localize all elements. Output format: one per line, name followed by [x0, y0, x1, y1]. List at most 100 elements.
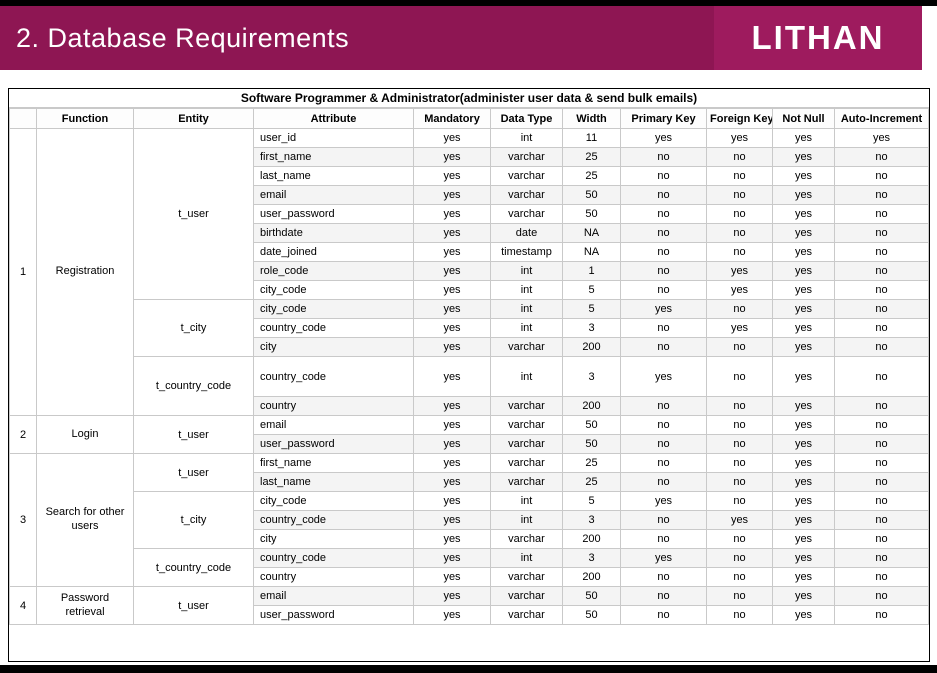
value-cell: no — [706, 491, 773, 511]
value-cell: no — [834, 204, 929, 224]
function-cell: Search for other users — [36, 453, 134, 587]
value-cell: 200 — [562, 337, 621, 357]
value-cell: 5 — [562, 280, 621, 300]
attribute-cell: country_code — [253, 356, 414, 397]
value-cell: no — [706, 147, 773, 167]
attribute-cell: date_joined — [253, 242, 414, 262]
value-cell: yes — [772, 280, 835, 300]
value-cell: no — [620, 147, 707, 167]
value-cell: no — [706, 472, 773, 492]
value-cell: no — [834, 356, 929, 397]
value-cell: NA — [562, 242, 621, 262]
entity-cell: t_user — [133, 586, 254, 625]
value-cell: 50 — [562, 415, 621, 435]
value-cell: yes — [413, 261, 491, 281]
value-cell: yes — [413, 491, 491, 511]
attribute-cell: city — [253, 337, 414, 357]
function-cell: Registration — [36, 128, 134, 416]
table-row: 3 Search for other users t_user first_name y… — [9, 453, 929, 587]
value-cell: no — [706, 299, 773, 319]
value-cell: varchar — [490, 147, 563, 167]
value-cell: no — [620, 567, 707, 587]
value-cell: no — [620, 453, 707, 473]
value-cell: no — [620, 261, 707, 281]
value-cell: varchar — [490, 337, 563, 357]
value-cell: no — [620, 396, 707, 416]
value-cell: varchar — [490, 204, 563, 224]
value-cell: int — [490, 491, 563, 511]
column-header: Function — [36, 108, 134, 129]
value-cell: yes — [772, 605, 835, 625]
attribute-cell: email — [253, 415, 414, 435]
row-number-cell: 3 — [9, 453, 37, 587]
value-cell: yes — [413, 415, 491, 435]
value-cell: 5 — [562, 299, 621, 319]
value-cell: yes — [413, 318, 491, 338]
value-cell: no — [706, 204, 773, 224]
value-cell: yes — [772, 548, 835, 568]
entity-cell: t_city — [133, 491, 254, 549]
entity-cell: t_user — [133, 415, 254, 454]
column-header: Data Type — [490, 108, 563, 129]
value-cell: 3 — [562, 356, 621, 397]
value-cell: no — [620, 280, 707, 300]
value-cell: no — [620, 434, 707, 454]
attribute-cell: country_code — [253, 510, 414, 530]
value-cell: 25 — [562, 453, 621, 473]
value-cell: yes — [772, 567, 835, 587]
value-cell: no — [834, 147, 929, 167]
row-number-cell: 1 — [9, 128, 37, 416]
value-cell: no — [620, 605, 707, 625]
function-cell: Login — [36, 415, 134, 454]
value-cell: yes — [620, 491, 707, 511]
value-cell: int — [490, 280, 563, 300]
value-cell: no — [706, 605, 773, 625]
value-cell: 1 — [562, 261, 621, 281]
value-cell: yes — [706, 510, 773, 530]
attribute-cell: email — [253, 586, 414, 606]
value-cell: no — [834, 223, 929, 243]
value-cell: no — [834, 415, 929, 435]
attribute-cell: country_code — [253, 318, 414, 338]
value-cell: yes — [772, 491, 835, 511]
value-cell: yes — [413, 396, 491, 416]
value-cell: no — [834, 434, 929, 454]
value-cell: varchar — [490, 434, 563, 454]
value-cell: no — [706, 529, 773, 549]
value-cell: no — [620, 337, 707, 357]
column-header: Width — [562, 108, 621, 129]
table-row: t_country_code country_code yes int 3 yes no ye… — [9, 356, 929, 416]
column-header-row: Function Entity Attribute Mandatory Data Typ… — [9, 108, 929, 129]
value-cell: yes — [772, 529, 835, 549]
value-cell: yes — [413, 337, 491, 357]
value-cell: 3 — [562, 510, 621, 530]
value-cell: yes — [772, 586, 835, 606]
value-cell: yes — [772, 299, 835, 319]
value-cell: yes — [413, 510, 491, 530]
attribute-cell: role_code — [253, 261, 414, 281]
value-cell: yes — [620, 548, 707, 568]
value-cell: yes — [620, 299, 707, 319]
column-header: Entity — [133, 108, 254, 129]
column-header: Foreign Key — [706, 108, 773, 129]
value-cell: varchar — [490, 586, 563, 606]
value-cell: yes — [706, 128, 773, 148]
value-cell: yes — [772, 434, 835, 454]
value-cell: no — [706, 356, 773, 397]
value-cell: no — [620, 510, 707, 530]
value-cell: yes — [772, 166, 835, 186]
value-cell: no — [620, 318, 707, 338]
value-cell: yes — [706, 318, 773, 338]
value-cell: no — [706, 396, 773, 416]
value-cell: yes — [772, 318, 835, 338]
attribute-cell: first_name — [253, 147, 414, 167]
value-cell: no — [834, 280, 929, 300]
value-cell: NA — [562, 223, 621, 243]
value-cell: yes — [772, 204, 835, 224]
table-row: 1 Registration t_user user_id yes int 11 yes yes… — [9, 128, 929, 416]
value-cell: 200 — [562, 529, 621, 549]
value-cell: yes — [772, 128, 835, 148]
attribute-cell: country — [253, 567, 414, 587]
value-cell: yes — [772, 415, 835, 435]
value-cell: varchar — [490, 472, 563, 492]
